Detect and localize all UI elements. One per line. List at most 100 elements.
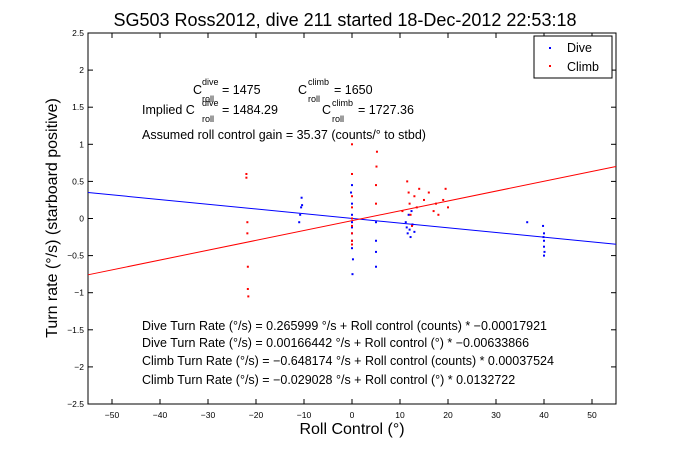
point-climb xyxy=(435,202,437,205)
point-dive xyxy=(351,221,353,224)
point-climb xyxy=(413,195,416,198)
equation-dive-degrees: Dive Turn Rate (°/s) = 0.00166442 °/s + … xyxy=(142,336,529,350)
point-dive xyxy=(405,226,408,229)
point-dive xyxy=(543,254,545,257)
x-tick-label: 30 xyxy=(491,410,501,420)
point-climb xyxy=(246,287,249,290)
x-tick-label: 0 xyxy=(350,410,355,420)
x-tick-label: −10 xyxy=(297,410,312,420)
x-tick-label: −30 xyxy=(201,410,216,420)
c-dive-value: = 1475 xyxy=(222,83,261,97)
point-dive xyxy=(542,224,545,227)
point-dive xyxy=(351,184,353,187)
point-climb xyxy=(375,202,377,205)
point-dive xyxy=(406,232,409,235)
y-tick-label: 1 xyxy=(79,139,84,149)
point-climb xyxy=(351,243,353,246)
point-climb xyxy=(351,224,353,227)
point-climb xyxy=(427,191,430,194)
legend-dive-label: Dive xyxy=(567,41,592,55)
point-climb xyxy=(401,210,404,213)
point-climb xyxy=(247,295,250,298)
implied-climb-sup: climb xyxy=(332,98,353,108)
c-climb-sub: roll xyxy=(308,94,320,104)
x-tick-label: 50 xyxy=(587,410,597,420)
legend: Dive Climb xyxy=(533,35,613,79)
point-climb xyxy=(351,195,353,198)
point-dive xyxy=(375,265,377,268)
annotation-c-climb: C climb roll = 1650 xyxy=(298,77,373,104)
point-climb xyxy=(409,213,412,216)
point-climb xyxy=(246,232,249,235)
point-climb xyxy=(415,206,418,209)
x-tick-label: 10 xyxy=(395,410,405,420)
implied-dive-sub: roll xyxy=(202,114,214,124)
point-dive xyxy=(351,258,354,261)
point-dive xyxy=(408,228,411,231)
point-climb xyxy=(418,187,421,190)
point-climb xyxy=(411,224,413,227)
point-dive xyxy=(375,239,377,242)
point-climb xyxy=(375,150,378,153)
legend-box xyxy=(533,35,613,79)
point-dive xyxy=(543,250,546,253)
point-dive xyxy=(543,232,545,235)
x-axis-label: Roll Control (°) xyxy=(299,421,404,438)
y-tick-label: −2 xyxy=(74,362,84,372)
point-climb xyxy=(447,206,449,209)
equation-climb-degrees: Climb Turn Rate (°/s) = −0.029028 °/s + … xyxy=(142,373,515,387)
point-climb xyxy=(246,221,249,224)
point-climb xyxy=(351,206,353,209)
gain-annotation: Assumed roll control gain = 35.37 (count… xyxy=(142,128,426,142)
implied-climb-sub: roll xyxy=(332,114,344,124)
point-climb xyxy=(245,176,248,179)
point-climb xyxy=(437,213,440,216)
point-dive xyxy=(543,245,545,248)
data-points xyxy=(245,143,546,298)
point-climb xyxy=(442,198,445,201)
point-climb xyxy=(432,210,435,213)
point-climb xyxy=(245,172,248,175)
point-dive xyxy=(300,206,303,209)
c-dive-sup: dive xyxy=(202,77,219,87)
y-tick-label: −0.5 xyxy=(67,251,84,261)
implied-climb-value: = 1727.36 xyxy=(358,103,414,117)
fit-line-climb xyxy=(87,166,617,276)
implied-dive-sup: dive xyxy=(202,98,219,108)
axis-ticks: −50 −40 −30 −20 −10 0 10 20 30 40 50 2.5 2 1.5 1 0.5 0 −0… xyxy=(67,28,616,420)
point-dive xyxy=(407,213,410,216)
c-climb-sup: climb xyxy=(308,77,329,87)
point-dive xyxy=(351,247,353,250)
point-dive xyxy=(411,223,414,226)
point-dive xyxy=(409,236,412,239)
point-climb xyxy=(423,198,425,201)
y-axis-label: Turn rate (°/s) (starboard positive) xyxy=(44,98,61,338)
y-tick-label: 0.5 xyxy=(72,176,84,186)
c-dive-sub: roll xyxy=(202,94,214,104)
x-tick-label: 40 xyxy=(539,410,549,420)
x-tick-label: −40 xyxy=(153,410,168,420)
legend-dive-marker xyxy=(549,47,551,49)
point-dive xyxy=(413,230,416,233)
point-dive xyxy=(375,221,377,224)
point-climb xyxy=(375,184,377,187)
legend-climb-marker xyxy=(549,65,551,67)
c-climb-main: C xyxy=(298,83,307,97)
x-tick-label: −20 xyxy=(249,410,264,420)
y-tick-label: 0 xyxy=(79,214,84,224)
point-climb xyxy=(407,191,410,194)
annotation-c-dive: C dive roll = 1475 xyxy=(193,77,261,104)
point-dive xyxy=(351,202,353,205)
x-tick-label: −50 xyxy=(105,410,120,420)
point-climb xyxy=(246,265,249,268)
point-dive xyxy=(350,191,353,194)
implied-climb-main: C xyxy=(322,103,331,117)
point-dive xyxy=(543,239,545,242)
y-tick-label: 2 xyxy=(79,65,84,75)
annotation-implied: Implied C dive roll = 1484.29 C climb ro… xyxy=(142,98,414,124)
point-climb xyxy=(351,172,353,175)
point-climb xyxy=(375,165,378,168)
c-dive-main: C xyxy=(193,83,202,97)
point-dive xyxy=(375,250,377,253)
point-climb xyxy=(351,217,353,220)
